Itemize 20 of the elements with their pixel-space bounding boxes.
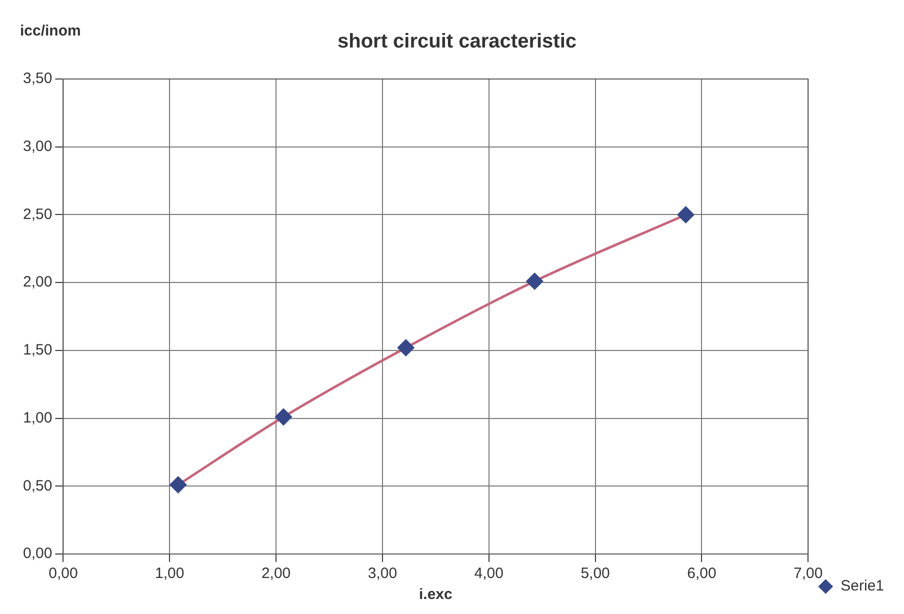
x-tick-label: 2,00 bbox=[261, 565, 291, 582]
y-tick-label: 3,50 bbox=[22, 70, 52, 88]
chart-title: short circuit caracteristic bbox=[338, 30, 576, 53]
x-tick-label: 5,00 bbox=[580, 565, 610, 582]
y-tick-label: 2,50 bbox=[22, 206, 52, 223]
x-tick-label: 3,00 bbox=[368, 565, 398, 582]
x-tick-label: 0,00 bbox=[48, 565, 78, 582]
y-tick-label: 1,00 bbox=[22, 409, 52, 426]
y-tick-label: 1,50 bbox=[22, 342, 52, 359]
y-tick-label: 0,50 bbox=[22, 477, 52, 494]
y-tick-label: 2,00 bbox=[22, 274, 52, 291]
x-tick-label: 4,00 bbox=[474, 565, 504, 582]
x-tick-label: 1,00 bbox=[155, 565, 184, 582]
y-tick-label: 3,00 bbox=[22, 138, 52, 155]
x-tick-label: 6,00 bbox=[687, 565, 716, 582]
y-tick-label: 0,00 bbox=[22, 545, 52, 562]
y-axis-title: icc/inom bbox=[20, 22, 81, 40]
legend-label: Serie1 bbox=[840, 578, 884, 595]
x-axis-title: i.exc bbox=[418, 586, 452, 604]
x-tick-label: 7,00 bbox=[794, 565, 823, 582]
